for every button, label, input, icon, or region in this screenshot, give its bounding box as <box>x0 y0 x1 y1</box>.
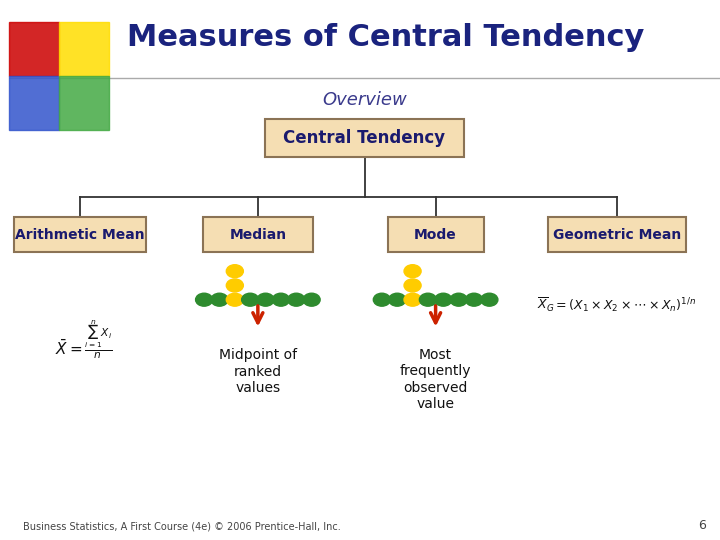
Bar <box>59 22 109 76</box>
Circle shape <box>196 293 212 306</box>
FancyBboxPatch shape <box>203 217 313 252</box>
FancyBboxPatch shape <box>548 217 686 252</box>
Text: Central Tendency: Central Tendency <box>284 129 446 147</box>
Circle shape <box>226 279 243 292</box>
Circle shape <box>404 279 421 292</box>
Text: Median: Median <box>229 228 287 242</box>
Text: $\overline{X}_G = (X_1 \times X_2 \times \cdots \times X_n)^{1/n}$: $\overline{X}_G = (X_1 \times X_2 \times… <box>537 296 696 314</box>
Circle shape <box>404 293 421 306</box>
Circle shape <box>450 293 467 306</box>
Text: Measures of Central Tendency: Measures of Central Tendency <box>127 23 644 52</box>
Bar <box>9 76 59 130</box>
Circle shape <box>404 265 421 278</box>
Circle shape <box>389 293 406 306</box>
Text: $\bar{X} = \frac{\sum_{i=1}^{n} X_i}{n}$: $\bar{X} = \frac{\sum_{i=1}^{n} X_i}{n}$ <box>55 319 112 361</box>
Circle shape <box>211 293 228 306</box>
Circle shape <box>465 293 482 306</box>
FancyBboxPatch shape <box>387 217 484 252</box>
Text: Mode: Mode <box>414 228 457 242</box>
Text: Midpoint of
ranked
values: Midpoint of ranked values <box>219 348 297 395</box>
Text: Arithmetic Mean: Arithmetic Mean <box>15 228 145 242</box>
Circle shape <box>374 293 390 306</box>
Text: 6: 6 <box>698 519 706 532</box>
Text: Geometric Mean: Geometric Mean <box>553 228 681 242</box>
Circle shape <box>226 265 243 278</box>
Text: Business Statistics, A First Course (4e) © 2006 Prentice-Hall, Inc.: Business Statistics, A First Course (4e)… <box>23 522 341 532</box>
Circle shape <box>303 293 320 306</box>
Bar <box>9 22 59 76</box>
Circle shape <box>435 293 452 306</box>
Bar <box>59 76 109 130</box>
Text: Most
frequently
observed
value: Most frequently observed value <box>400 348 472 411</box>
Circle shape <box>288 293 305 306</box>
FancyBboxPatch shape <box>14 217 146 252</box>
Circle shape <box>226 293 243 306</box>
Circle shape <box>257 293 274 306</box>
Circle shape <box>242 293 258 306</box>
Text: Overview: Overview <box>322 91 407 109</box>
FancyBboxPatch shape <box>265 119 464 157</box>
Circle shape <box>272 293 289 306</box>
Circle shape <box>481 293 498 306</box>
Circle shape <box>419 293 436 306</box>
